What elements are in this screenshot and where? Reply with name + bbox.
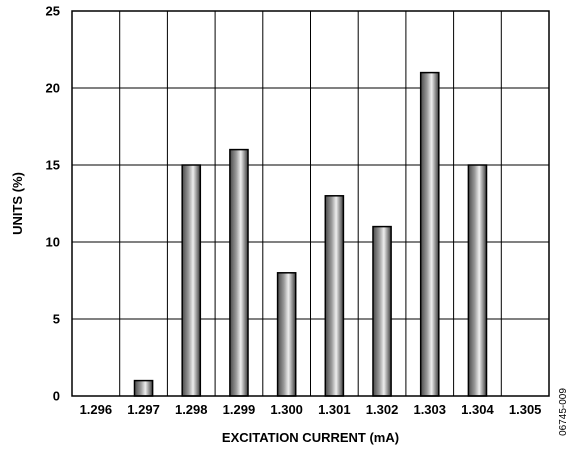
- x-tick-label: 1.297: [127, 402, 160, 417]
- x-tick-labels: 1.296 1.297 1.298 1.299 1.300 1.301 1.302 1.303…: [80, 402, 542, 417]
- y-tick-label: 15: [46, 158, 60, 173]
- x-tick-label: 1.298: [175, 402, 208, 417]
- plot-frame: [71, 10, 550, 397]
- x-tick-label: 1.305: [509, 402, 542, 417]
- x-tick-label: 1.303: [413, 402, 446, 417]
- bar-1.303: [419, 71, 440, 397]
- y-tick-labels: 0 5 10 15 20 25: [46, 4, 60, 404]
- bar-1.297: [133, 379, 154, 397]
- bar-1.304: [467, 164, 488, 397]
- x-tick-label: 1.296: [80, 402, 113, 417]
- bar-1.301: [324, 195, 345, 397]
- y-tick-label: 25: [46, 4, 60, 19]
- bar-1.299: [229, 148, 249, 397]
- bar-1.302: [372, 225, 392, 397]
- x-tick-label: 1.299: [223, 402, 256, 417]
- bars: [133, 71, 488, 397]
- y-tick-label: 20: [46, 81, 60, 96]
- x-tick-label: 1.300: [270, 402, 303, 417]
- bar-1.300: [276, 272, 297, 397]
- y-tick-label: 0: [53, 389, 60, 404]
- x-tick-label: 1.301: [318, 402, 351, 417]
- y-axis-title: UNITS (%): [10, 172, 25, 235]
- y-tick-label: 5: [53, 312, 60, 327]
- x-tick-label: 1.304: [461, 402, 494, 417]
- y-tick-label: 10: [46, 235, 60, 250]
- bar-1.298: [181, 164, 202, 397]
- x-axis-title: EXCITATION CURRENT (mA): [222, 430, 399, 445]
- x-tick-label: 1.302: [366, 402, 399, 417]
- figure-id: 06745-009: [558, 388, 569, 436]
